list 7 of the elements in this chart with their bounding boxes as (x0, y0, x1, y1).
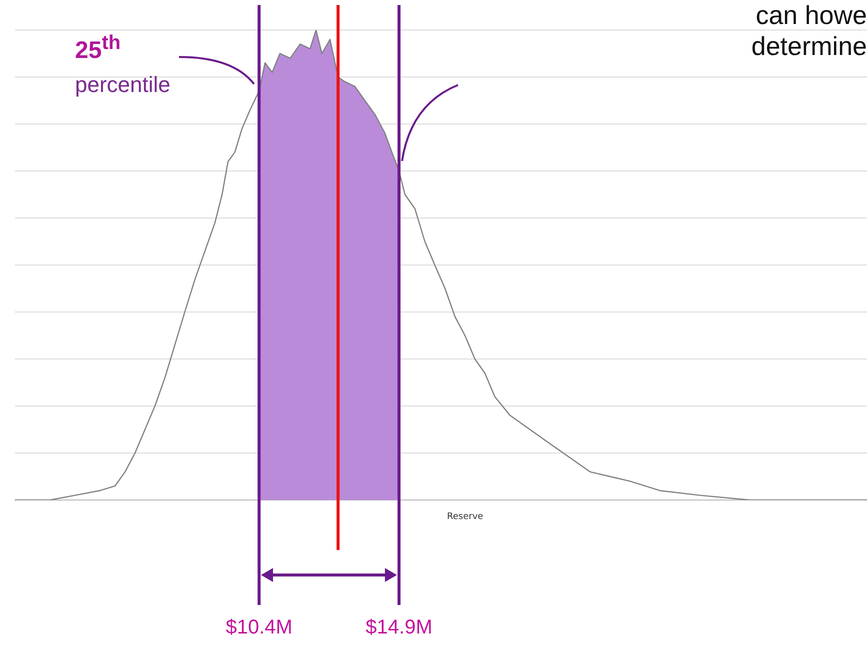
x-tick-label: $14.9M (366, 616, 432, 639)
annotation: can howe (756, 0, 867, 30)
annotation: 25$^{th}$ (75, 32, 121, 64)
annotation: percentile (75, 72, 170, 97)
x-axis-title: Reserve (447, 512, 484, 522)
annotation: determine (751, 31, 867, 61)
x-tick-label: $10.4M (226, 616, 292, 639)
